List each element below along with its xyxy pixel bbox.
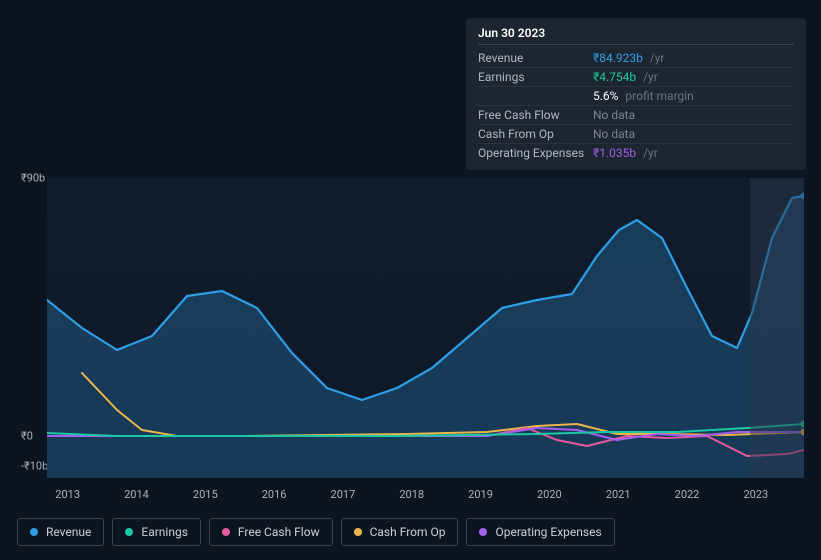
legend-swatch bbox=[30, 528, 38, 536]
legend-label: Cash From Op bbox=[370, 525, 446, 539]
tooltip-row-label: Free Cash Flow bbox=[478, 108, 593, 122]
tooltip-row-value: ₹4.754b /yr bbox=[593, 70, 794, 84]
tooltip: Jun 30 2023 Revenue₹84.923b /yrEarnings₹… bbox=[466, 18, 806, 170]
legend: Revenue Earnings Free Cash Flow Cash From O… bbox=[17, 518, 615, 546]
legend-swatch bbox=[222, 528, 230, 536]
legend-label: Operating Expenses bbox=[495, 525, 601, 539]
tooltip-row: Revenue₹84.923b /yr bbox=[478, 49, 794, 68]
tooltip-row-label: Earnings bbox=[478, 70, 593, 84]
tooltip-row: Free Cash FlowNo data bbox=[478, 106, 794, 125]
tooltip-row: Earnings₹4.754b /yr bbox=[478, 68, 794, 87]
x-axis-label: 2014 bbox=[124, 488, 149, 501]
x-axis-label: 2021 bbox=[606, 488, 631, 501]
x-axis-label: 2015 bbox=[193, 488, 218, 501]
tooltip-row-value: No data bbox=[593, 127, 794, 141]
legend-label: Earnings bbox=[141, 525, 188, 539]
tooltip-row: Cash From OpNo data bbox=[478, 125, 794, 144]
y-axis-label: ₹90b bbox=[21, 172, 45, 185]
legend-item[interactable]: Operating Expenses bbox=[466, 518, 614, 546]
x-axis-label: 2018 bbox=[399, 488, 424, 501]
tooltip-row-value: No data bbox=[593, 108, 794, 122]
tooltip-date: Jun 30 2023 bbox=[478, 26, 794, 45]
legend-item[interactable]: Cash From Op bbox=[341, 518, 459, 546]
y-axis-label: -₹10b bbox=[21, 460, 48, 473]
x-axis-label: 2016 bbox=[262, 488, 287, 501]
chart-plot[interactable] bbox=[47, 178, 804, 478]
x-axis-label: 2017 bbox=[331, 488, 356, 501]
tooltip-row-value: ₹84.923b /yr bbox=[593, 51, 794, 65]
legend-swatch bbox=[354, 528, 362, 536]
tooltip-row-label: Cash From Op bbox=[478, 127, 593, 141]
y-axis-label: ₹0 bbox=[21, 430, 33, 443]
tooltip-row-secondary: 5.6% profit margin bbox=[478, 87, 794, 106]
chart: ₹90b ₹0 -₹10b 2013 2014 2015 2016 2017 2018 2019… bbox=[17, 158, 804, 512]
x-axis-label: 2020 bbox=[537, 488, 562, 501]
x-axis-label: 2023 bbox=[743, 488, 768, 501]
legend-swatch bbox=[479, 528, 487, 536]
legend-swatch bbox=[125, 528, 133, 536]
legend-label: Revenue bbox=[46, 525, 91, 539]
highlight-band bbox=[750, 178, 804, 478]
tooltip-row-label: Revenue bbox=[478, 51, 593, 65]
legend-item[interactable]: Revenue bbox=[17, 518, 104, 546]
x-axis-label: 2013 bbox=[55, 488, 80, 501]
x-axis-label: 2022 bbox=[675, 488, 700, 501]
legend-item[interactable]: Earnings bbox=[112, 518, 201, 546]
legend-item[interactable]: Free Cash Flow bbox=[209, 518, 333, 546]
x-axis-label: 2019 bbox=[468, 488, 493, 501]
legend-label: Free Cash Flow bbox=[238, 525, 320, 539]
chart-svg bbox=[47, 178, 804, 478]
